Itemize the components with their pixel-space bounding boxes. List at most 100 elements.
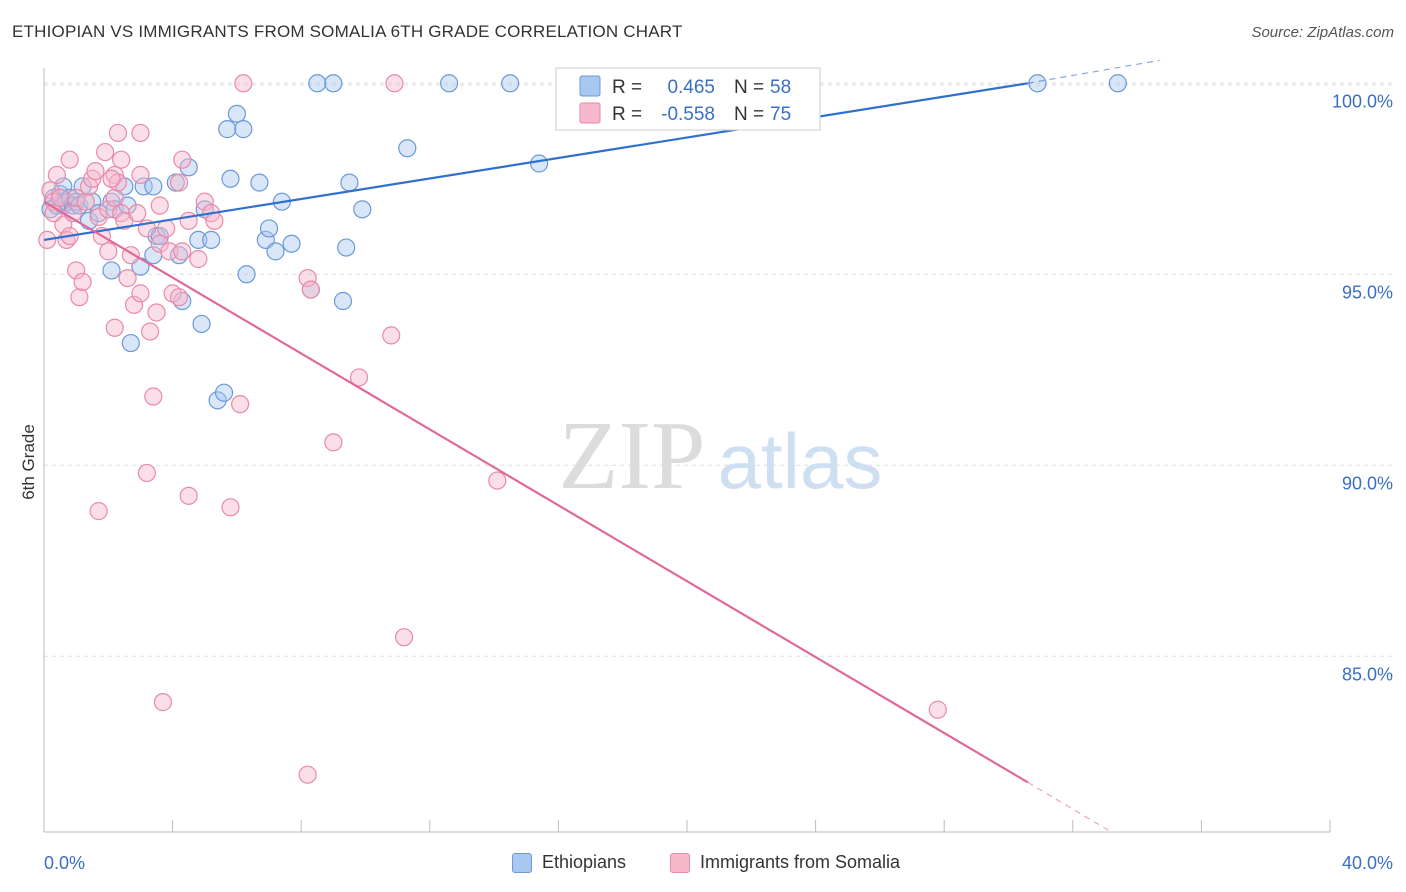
somalia-point-12 [70,288,89,307]
somalia-point-73 [102,169,121,188]
somalia-point-62 [298,269,317,288]
ethiopians-point-49 [324,74,343,93]
y-axis-label: 6th Grade [19,424,38,500]
legend-r-value-2: -0.558 [661,104,715,125]
somalia-point-32 [118,269,137,288]
trend-lines [43,59,1160,833]
grid [44,82,1394,657]
somalia-point-70 [488,471,507,490]
watermark-atlas: atlas [718,417,883,505]
somalia-point-66 [349,368,369,387]
somalia-point-59 [221,498,240,517]
somalia-point-19 [89,502,108,521]
somalia-point-40 [137,463,156,483]
somalia-trend-line [43,200,1029,784]
ethiopians-point-61 [121,333,140,353]
somalia-point-63 [301,280,320,299]
ethiopians-point-57 [530,154,549,173]
somalia-point-69 [394,628,414,647]
stats-legend: R = 0.465 N = 58 R = -0.558 N = 75 [555,67,821,131]
somalia-point-36 [131,165,150,185]
somalia-point-18 [89,207,108,227]
somalia-point-10 [67,188,86,207]
ethiopians-point-50 [333,291,353,311]
somalia-point-41 [140,322,160,341]
ethiopians-point-20 [134,177,153,196]
somalia-point-23 [99,242,118,261]
somalia-point-68 [385,74,404,93]
somalia-point-35 [128,204,147,223]
somalia-trend-extension [1027,781,1112,833]
somalia-point-14 [76,192,95,211]
ethiopians-point-44 [266,242,285,261]
legend-swatch-pink [579,102,601,124]
somalia-point-55 [189,249,208,269]
ethiopians-point-36 [218,120,237,139]
legend-swatch-ethiopians [512,852,532,873]
ethiopians-point-52 [340,173,359,192]
somalia-point-71 [928,700,947,719]
somalia-point-61 [234,74,253,93]
ethiopians-point-34 [208,391,227,410]
x-tick-label-1: 40.0% [1342,853,1393,873]
ethiopians-point-11 [73,177,92,196]
ethiopians-point-37 [221,169,240,188]
legend-r-label-2: R = [612,104,642,125]
x-tick-label-0: 0.0% [44,853,85,873]
legend-n-label-1: N = [734,77,764,98]
watermark-zip: ZIP [559,402,706,510]
legend-swatch-blue [579,75,601,97]
chart-title: ETHIOPIAN VS IMMIGRANTS FROM SOMALIA 6TH… [12,22,683,41]
watermark: ZIP atlas [559,402,883,510]
ethiopians-point-54 [398,139,417,158]
ethiopians-point-38 [227,104,246,123]
ethiopians-point-29 [179,158,198,177]
somalia-point-50 [169,288,189,307]
ethiopians-trend-extension [1027,59,1160,84]
ethiopians-point-22 [144,177,163,196]
ethiopians-point-39 [234,120,253,139]
ethiopians-point-59 [1028,74,1047,93]
legend-item-somalia: Immigrants from Somalia [670,852,900,873]
somalia-point-54 [179,486,198,505]
somalia-point-13 [73,272,92,292]
somalia-point-38 [131,123,150,143]
ethiopians-point-30 [189,230,208,249]
legend-n-value-1: 58 [770,77,791,98]
somalia-point-45 [150,234,169,253]
ethiopians-point-55 [439,74,459,93]
ethiopians-point-51 [337,238,356,257]
somalia-point-58 [205,211,224,230]
somalia-point-44 [150,196,169,215]
ethiopians-point-41 [250,173,269,192]
legend-label-ethiopians: Ethiopians [542,852,627,872]
somalia-point-26 [105,318,124,337]
somalia-point-51 [173,242,192,261]
y-tick-label-1: 95.0% [1342,282,1393,302]
legend-n-label-2: N = [734,104,764,125]
ethiopians-point-17 [102,261,121,280]
somalia-point-21 [95,142,115,162]
ethiopians-point-56 [501,74,520,93]
somalia-point-24 [105,188,124,207]
somalia-point-8 [60,150,79,169]
somalia-point-46 [153,693,173,712]
somalia-point-30 [112,150,131,169]
somalia-point-60 [231,395,250,414]
somalia-point-64 [298,765,317,784]
y-tick-label-2: 90.0% [1342,473,1393,493]
somalia-point-28 [108,123,128,143]
somalia-point-3 [47,165,66,185]
ethiopians-point-33 [202,230,221,249]
somalia-point-56 [195,192,214,211]
ethiopians-point-60 [1108,74,1127,93]
somalia-point-11 [67,261,86,280]
somalia-point-48 [160,242,179,261]
ethiopians-point-53 [353,200,372,219]
ethiopians-point-48 [308,74,327,93]
legend-r-value-1: 0.465 [667,77,715,98]
ethiopians-point-40 [237,265,256,284]
y-tick-label-0: 100.0% [1332,91,1393,111]
ethiopians-point-46 [282,234,301,253]
